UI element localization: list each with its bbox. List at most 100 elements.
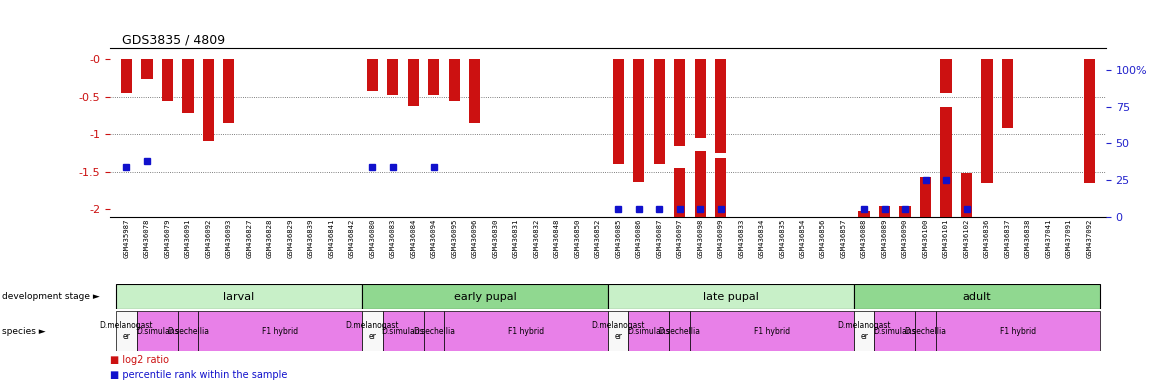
Bar — [900, 207, 910, 217]
Bar — [428, 59, 439, 95]
Bar — [182, 59, 193, 113]
Text: F1 hybrid: F1 hybrid — [754, 327, 790, 336]
FancyBboxPatch shape — [198, 311, 362, 351]
FancyBboxPatch shape — [362, 311, 382, 351]
Bar — [141, 59, 153, 79]
Bar — [961, 173, 973, 217]
Text: ■ log2 ratio: ■ log2 ratio — [110, 355, 169, 365]
Text: GSM436832: GSM436832 — [533, 218, 540, 258]
Text: GSM436089: GSM436089 — [881, 218, 887, 258]
Bar — [408, 59, 419, 106]
Text: GSM436096: GSM436096 — [471, 218, 478, 258]
Bar — [469, 59, 481, 123]
Bar — [695, 59, 705, 138]
Bar — [940, 59, 952, 93]
FancyBboxPatch shape — [608, 311, 629, 351]
Text: early pupal: early pupal — [454, 291, 516, 302]
Text: GSM436083: GSM436083 — [390, 218, 396, 258]
Text: GSM436084: GSM436084 — [410, 218, 416, 258]
FancyBboxPatch shape — [177, 311, 198, 351]
Text: GSM436100: GSM436100 — [923, 218, 929, 258]
FancyBboxPatch shape — [669, 311, 690, 351]
Text: GSM436090: GSM436090 — [902, 218, 908, 258]
Text: D.sechellia: D.sechellia — [659, 327, 701, 336]
FancyBboxPatch shape — [853, 284, 1100, 309]
Bar — [367, 59, 378, 91]
FancyBboxPatch shape — [424, 311, 444, 351]
Text: GSM436088: GSM436088 — [862, 218, 867, 258]
Text: GSM436834: GSM436834 — [758, 218, 764, 258]
Text: GSM436080: GSM436080 — [369, 218, 375, 258]
Text: GSM436842: GSM436842 — [349, 218, 354, 258]
Text: GSM436836: GSM436836 — [984, 218, 990, 258]
Text: GSM436852: GSM436852 — [595, 218, 601, 258]
FancyBboxPatch shape — [936, 311, 1100, 351]
Text: GSM436831: GSM436831 — [513, 218, 519, 258]
Text: GSM436095: GSM436095 — [452, 218, 457, 258]
Text: D.melanogast
er: D.melanogast er — [100, 321, 153, 341]
FancyBboxPatch shape — [444, 311, 608, 351]
Text: D.melanogast
er: D.melanogast er — [345, 321, 400, 341]
Bar — [633, 59, 644, 182]
Text: GSM436092: GSM436092 — [205, 218, 212, 258]
Text: GSM436833: GSM436833 — [738, 218, 745, 258]
Text: GSM436827: GSM436827 — [247, 218, 252, 258]
Text: GSM436857: GSM436857 — [841, 218, 846, 258]
Text: GSM436841: GSM436841 — [329, 218, 335, 258]
Bar — [653, 59, 665, 164]
Text: F1 hybrid: F1 hybrid — [262, 327, 298, 336]
Text: GSM436086: GSM436086 — [636, 218, 642, 258]
Text: GSM436848: GSM436848 — [554, 218, 559, 258]
Text: GSM436829: GSM436829 — [287, 218, 293, 258]
Bar — [695, 151, 705, 217]
Text: D.sechellia: D.sechellia — [904, 327, 946, 336]
Text: GSM436856: GSM436856 — [820, 218, 826, 258]
Text: larval: larval — [223, 291, 255, 302]
Text: GSM436078: GSM436078 — [144, 218, 149, 258]
Text: GSM435987: GSM435987 — [124, 218, 130, 258]
Bar — [940, 107, 952, 217]
Text: adult: adult — [962, 291, 991, 302]
Text: GSM436094: GSM436094 — [431, 218, 437, 258]
Text: GSM436102: GSM436102 — [963, 218, 969, 258]
Text: GSM436079: GSM436079 — [164, 218, 170, 258]
Text: D.simulans: D.simulans — [873, 327, 916, 336]
Bar — [162, 59, 173, 101]
Text: GSM436087: GSM436087 — [657, 218, 662, 258]
Text: GSM436837: GSM436837 — [1004, 218, 1011, 258]
Text: GSM436850: GSM436850 — [574, 218, 580, 258]
FancyBboxPatch shape — [137, 311, 177, 351]
Text: GSM436835: GSM436835 — [779, 218, 785, 258]
Text: GSM436098: GSM436098 — [697, 218, 703, 258]
Text: development stage ►: development stage ► — [2, 292, 100, 301]
Bar — [982, 59, 992, 183]
FancyBboxPatch shape — [382, 311, 424, 351]
Bar — [203, 59, 214, 141]
Text: D.simulans: D.simulans — [135, 327, 178, 336]
Bar — [674, 168, 686, 217]
Text: GSM436097: GSM436097 — [676, 218, 683, 258]
Text: ■ percentile rank within the sample: ■ percentile rank within the sample — [110, 370, 287, 380]
Text: late pupal: late pupal — [703, 291, 758, 302]
FancyBboxPatch shape — [853, 311, 874, 351]
Bar — [674, 59, 686, 146]
FancyBboxPatch shape — [629, 311, 669, 351]
Text: GSM437092: GSM437092 — [1086, 218, 1092, 258]
FancyBboxPatch shape — [874, 311, 915, 351]
FancyBboxPatch shape — [915, 311, 936, 351]
Bar — [919, 177, 931, 217]
Text: GSM437091: GSM437091 — [1067, 218, 1072, 258]
Text: D.sechellia: D.sechellia — [412, 327, 455, 336]
Bar — [1002, 59, 1013, 128]
Bar — [448, 59, 460, 101]
Bar — [879, 207, 891, 217]
FancyBboxPatch shape — [690, 311, 853, 351]
Text: GSM436839: GSM436839 — [308, 218, 314, 258]
Text: F1 hybrid: F1 hybrid — [999, 327, 1036, 336]
Text: GSM436085: GSM436085 — [615, 218, 621, 258]
Bar — [1084, 59, 1095, 183]
FancyBboxPatch shape — [362, 284, 608, 309]
FancyBboxPatch shape — [116, 311, 137, 351]
Bar — [858, 211, 870, 217]
Text: D.melanogast
er: D.melanogast er — [837, 321, 891, 341]
